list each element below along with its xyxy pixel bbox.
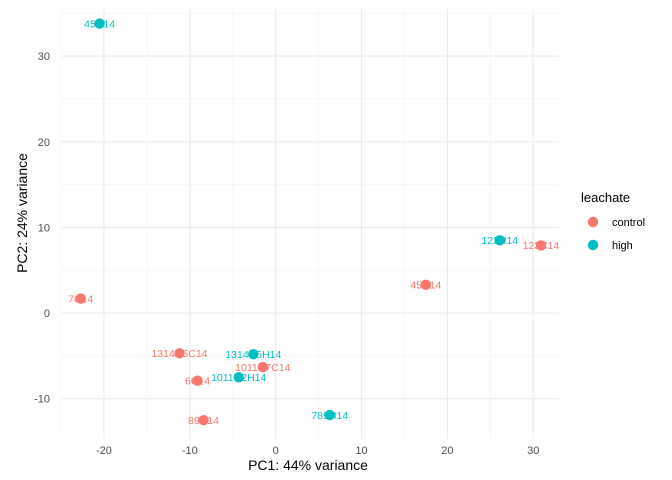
data-label-1011C2H14: 1011C2H14 (211, 372, 266, 384)
legend: leachate control high (581, 190, 645, 252)
data-label-45C14: 45C14 (410, 280, 441, 292)
data-point-1314C5H14 (248, 348, 259, 360)
legend-label-high: high (612, 240, 633, 252)
data-point-7C14 (75, 293, 86, 304)
y-tick-label: 20 (38, 137, 50, 149)
legend-key-control (587, 216, 599, 228)
data-label-89C14: 89C14 (188, 415, 219, 427)
data-point-123H14 (494, 235, 505, 246)
data-label-789H14: 789H14 (311, 410, 348, 422)
data-label-1314C5C14: 1314C5C14 (151, 348, 207, 360)
legend-key-high (587, 239, 599, 251)
x-tick-label: 30 (527, 445, 539, 457)
data-label-123H14: 123H14 (481, 235, 518, 247)
x-tick-label: 20 (441, 445, 453, 457)
major-gridlines (61, 9, 559, 439)
data-label-1011C7C14: 1011C7C14 (235, 362, 290, 374)
y-axis-title: PC2: 24% variance (14, 153, 30, 273)
data-point-1011C2H14 (233, 372, 244, 383)
data-labels: 45H147C141314C5C146C1489C141314C5H141011… (68, 18, 559, 427)
x-axis-title: PC1: 44% variance (248, 457, 368, 473)
data-point-1314C5C14 (174, 348, 185, 359)
data-point-89C14 (198, 414, 209, 426)
data-point-45C14 (420, 279, 432, 291)
data-points (75, 18, 547, 426)
minor-gridlines (60, 9, 559, 439)
data-label-7C14: 7C14 (68, 293, 93, 305)
y-tick-label: -10 (34, 394, 50, 406)
y-tick-label: 10 (38, 222, 50, 234)
x-axis-ticks: -20 -10 0 10 20 30 (96, 445, 539, 457)
data-point-1011C7C14 (257, 361, 268, 373)
data-point-123C14 (535, 240, 547, 251)
data-point-6C14 (192, 375, 203, 386)
data-point-45H14 (94, 18, 105, 29)
legend-label-control: control (612, 217, 645, 229)
y-tick-label: 30 (38, 51, 50, 63)
x-tick-label: 0 (273, 445, 279, 457)
data-label-6C14: 6C14 (185, 376, 210, 388)
legend-title: leachate (581, 190, 630, 205)
x-tick-label: -20 (96, 445, 112, 457)
x-tick-label: 10 (355, 445, 367, 457)
data-point-789H14 (324, 409, 335, 421)
legend-items: control high (587, 216, 645, 252)
data-label-123C14: 123C14 (523, 240, 560, 252)
data-label-45H14: 45H14 (84, 18, 115, 30)
y-axis-ticks: -10 0 10 20 30 (34, 51, 50, 406)
x-tick-label: -10 (182, 445, 198, 457)
y-tick-label: 0 (44, 308, 50, 320)
data-label-1314C5H14: 1314C5H14 (225, 349, 281, 361)
